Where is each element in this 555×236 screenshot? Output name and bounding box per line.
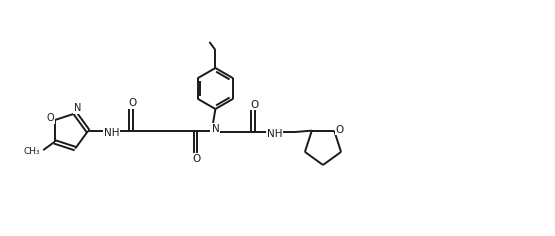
Text: O: O xyxy=(250,100,258,110)
Text: CH₃: CH₃ xyxy=(23,147,40,156)
Text: N: N xyxy=(73,103,81,114)
Text: O: O xyxy=(47,113,54,123)
Text: NH: NH xyxy=(104,128,119,138)
Text: N: N xyxy=(211,123,219,134)
Text: O: O xyxy=(192,153,200,164)
Text: O: O xyxy=(128,98,136,109)
Text: NH: NH xyxy=(267,129,282,139)
Text: O: O xyxy=(336,125,344,135)
